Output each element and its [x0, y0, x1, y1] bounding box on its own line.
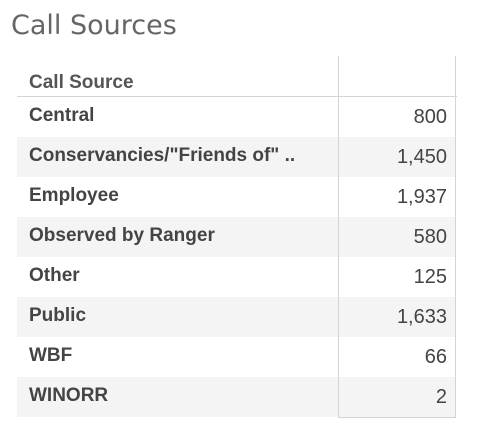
table-row[interactable]: Employee 1,937	[17, 177, 457, 217]
call-source-label: Employee	[29, 185, 119, 206]
table-row[interactable]: Observed by Ranger 580	[17, 217, 457, 257]
table-row[interactable]: WINORR 2	[17, 377, 457, 417]
call-count-value: 580	[338, 217, 456, 257]
call-count-value: 1,633	[338, 297, 456, 337]
call-count-value: 1,450	[338, 137, 456, 177]
table-bottom-border	[338, 417, 456, 418]
table-header-row: Call Source	[17, 56, 457, 97]
table-row[interactable]: Central 800	[17, 97, 457, 137]
call-sources-table: Call Source Central 800 Conservancies/"Fri…	[17, 56, 457, 418]
call-source-label: WBF	[29, 345, 73, 366]
table-row[interactable]: Public 1,633	[17, 297, 457, 337]
call-count-value: 1,937	[338, 177, 456, 217]
table-row[interactable]: Other 125	[17, 257, 457, 297]
call-source-label: Observed by Ranger	[17, 217, 338, 257]
column-header-call-source[interactable]: Call Source	[29, 72, 134, 93]
call-count-value: 125	[338, 257, 456, 297]
table-body: Central 800 Conservancies/"Friends of" .. 1…	[17, 97, 457, 417]
call-count-value: 2	[338, 377, 456, 417]
table-row[interactable]: WBF 66	[17, 337, 457, 377]
call-source-label: Other	[29, 265, 80, 286]
call-source-label: Central	[29, 105, 95, 126]
column-header-value[interactable]	[338, 56, 456, 96]
call-source-label: Public	[17, 297, 338, 337]
table-row[interactable]: Conservancies/"Friends of" .. 1,450	[17, 137, 457, 177]
call-source-label: Conservancies/"Friends of" ..	[17, 137, 338, 177]
call-count-value: 800	[338, 97, 456, 137]
call-count-value: 66	[338, 337, 456, 377]
page-title: Call Sources	[11, 10, 177, 41]
call-source-label: WINORR	[17, 377, 338, 417]
